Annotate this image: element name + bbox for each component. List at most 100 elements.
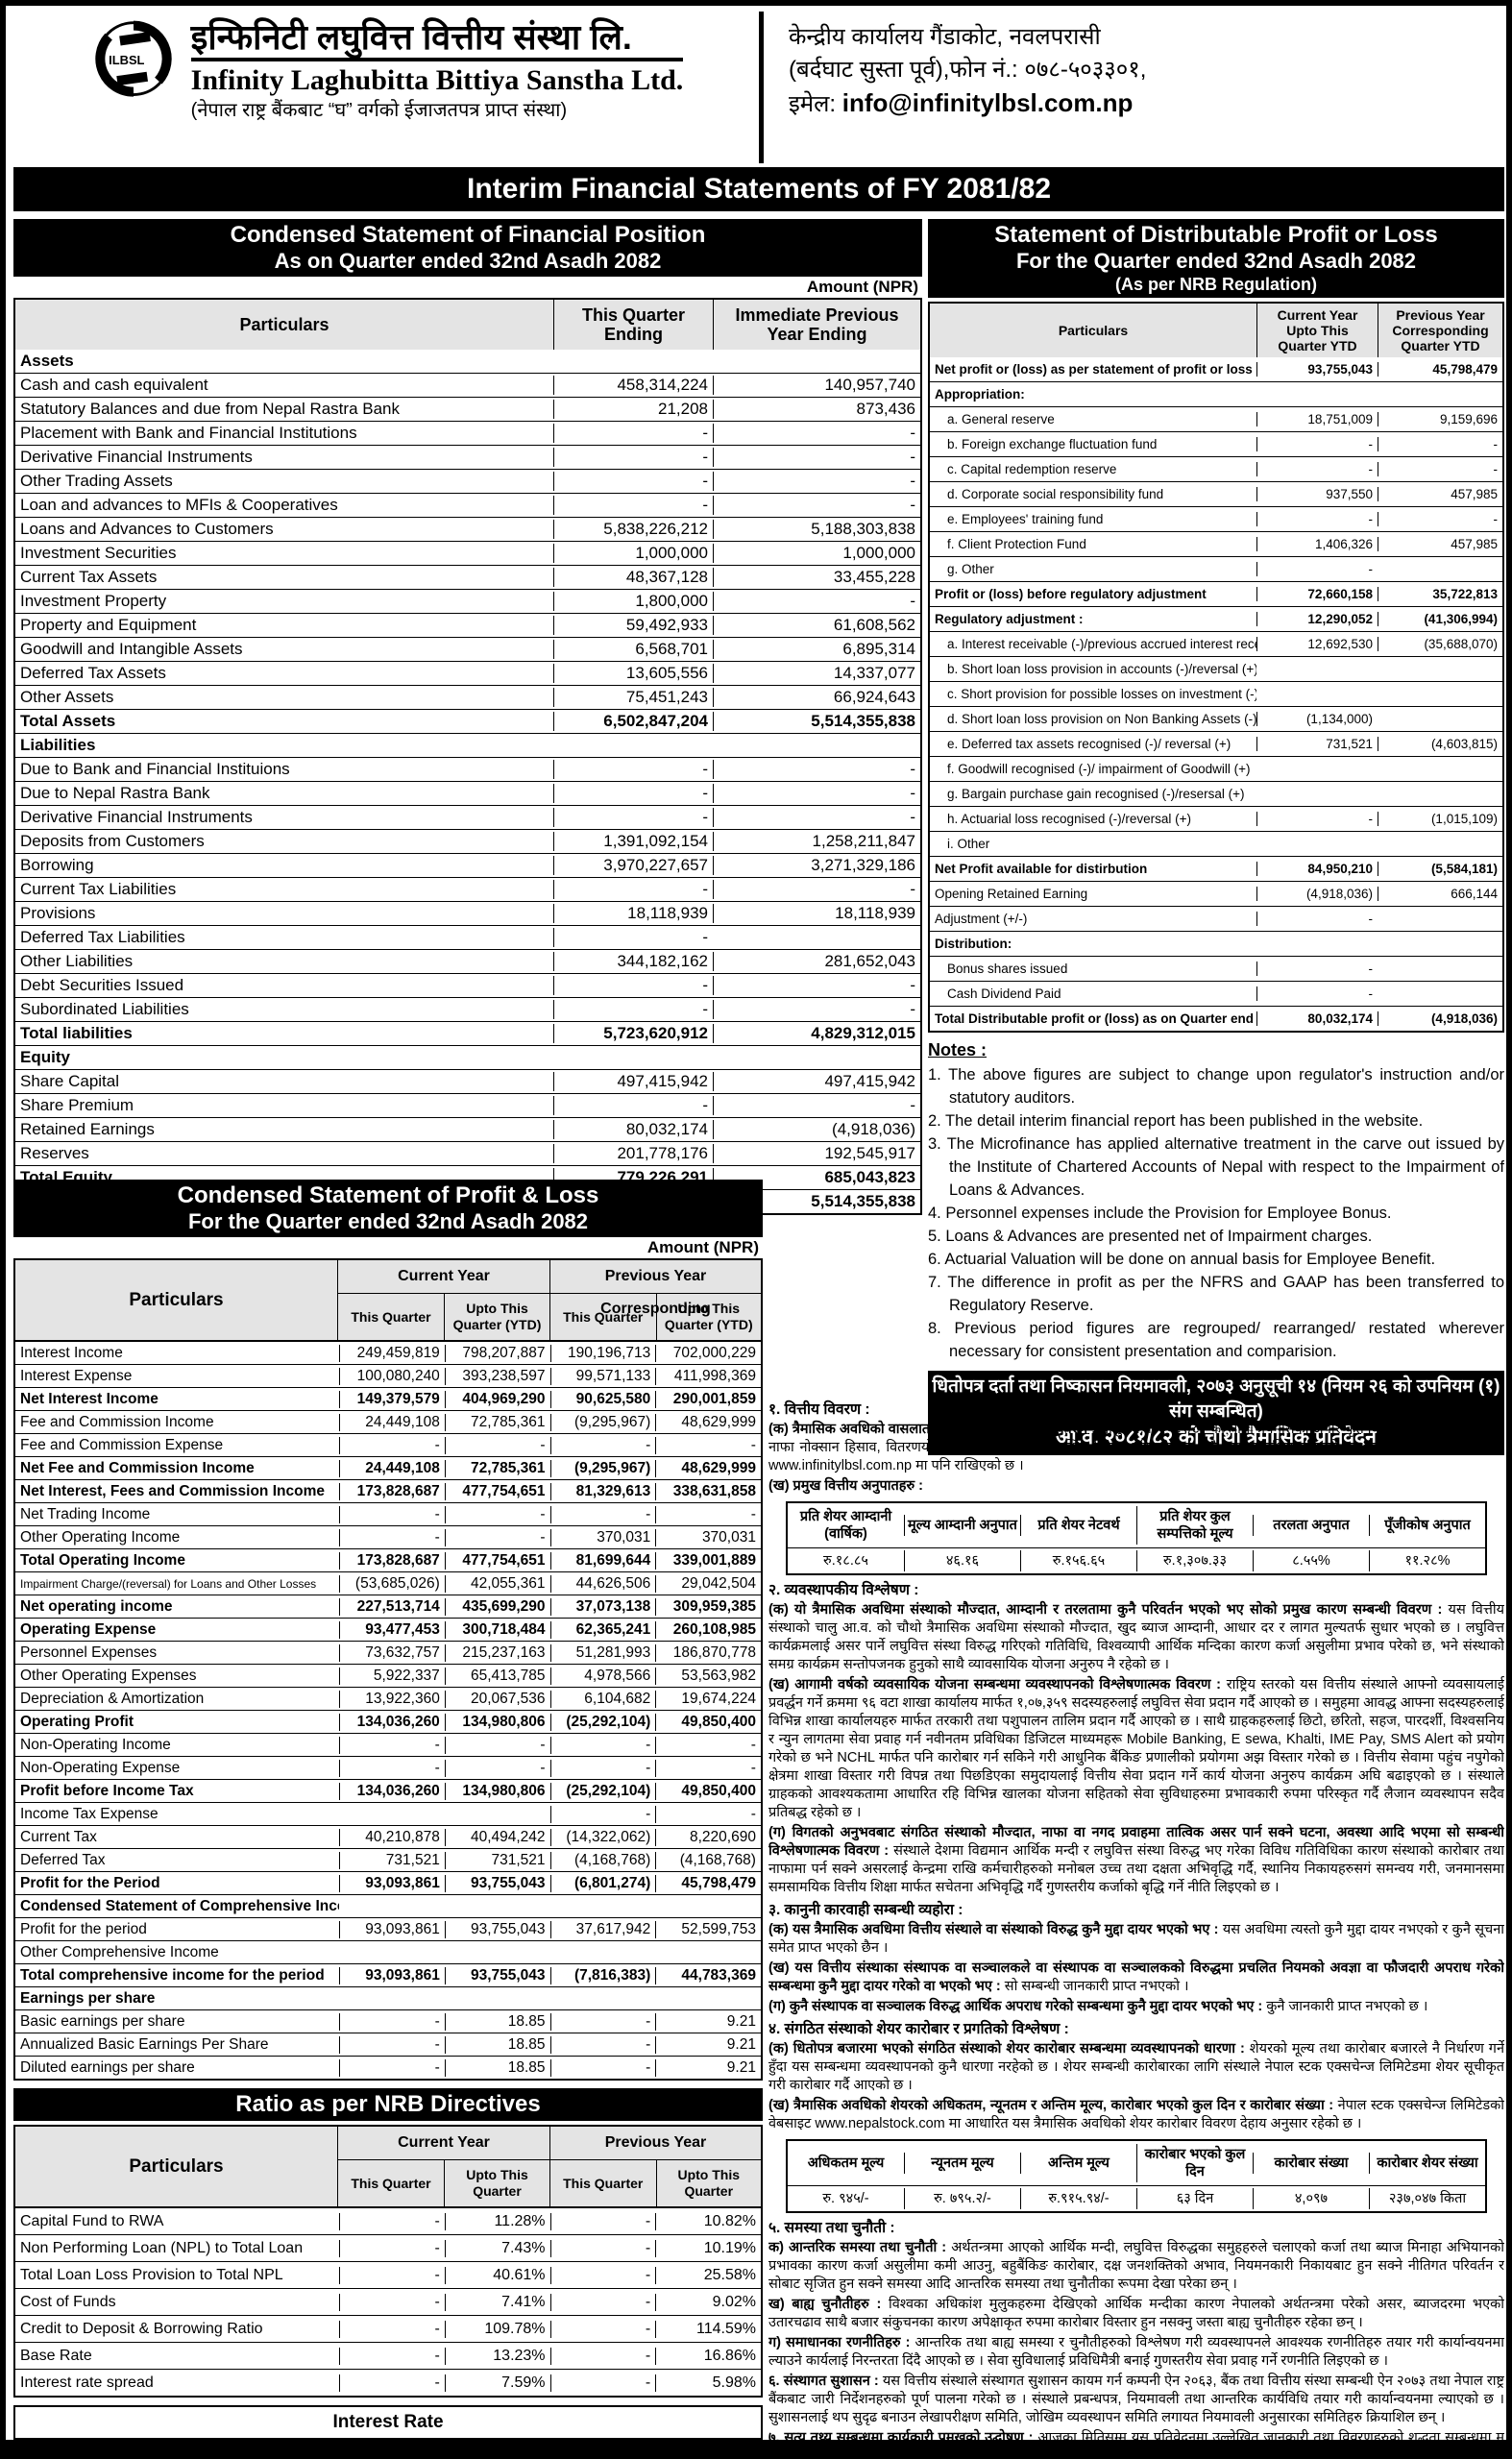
table-cell: - bbox=[713, 1096, 920, 1115]
table-row: f. Client Protection Fund 1,406,326 457,98… bbox=[930, 531, 1502, 556]
nepali-paragraph: (ग) विगतको अनुभवबाट संगठित संस्थाको मौज्… bbox=[768, 1825, 1504, 1895]
table-cell: - bbox=[655, 1736, 761, 1754]
table-row: h. Actuarial loss recognised (-)/reversa… bbox=[930, 806, 1502, 831]
table-cell: 19,674,224 bbox=[655, 1690, 761, 1708]
table-cell: Subordinated Liabilities bbox=[20, 1000, 189, 1018]
table-cell: Placement with Bank and Financial Instit… bbox=[20, 424, 357, 442]
table-cell: Diluted earnings per share bbox=[20, 2058, 195, 2076]
table-cell: Earnings per share bbox=[20, 1989, 156, 2007]
table-row: c. Capital redemption reserve - - bbox=[930, 456, 1502, 481]
table-cell: 66,924,643 bbox=[713, 688, 920, 707]
table-cell: 9.21 bbox=[655, 2058, 761, 2077]
table-cell: 40,494,242 bbox=[444, 1828, 550, 1846]
table-cell: e. Deferred tax assets recognised (-)/ r… bbox=[947, 737, 1232, 751]
table-row: Net Trading Income - - - - bbox=[15, 1502, 761, 1525]
profit-loss-section: Condensed Statement of Profit & Loss For… bbox=[13, 1180, 763, 2453]
table-cell: Other Trading Assets bbox=[20, 472, 173, 490]
table-cell: Net Trading Income bbox=[20, 1505, 151, 1522]
table-cell: a. General reserve bbox=[947, 412, 1055, 426]
table-cell: Condensed Statement of Comprehensive Inc… bbox=[20, 1897, 340, 1914]
banner-line2: आ.व. २०८१/८२ को चौथो त्रैमासिक प्रतिवेदन bbox=[1056, 1426, 1377, 1449]
table-row: Basic earnings per share -18.85-9.21 bbox=[15, 2009, 761, 2033]
table-row: Total comprehensive income for the perio… bbox=[15, 1963, 761, 1986]
nepali-paragraph: (ग) कुनै संस्थापक वा सञ्चालक विरुद्ध आर्… bbox=[768, 1999, 1428, 2014]
table-cell: 18,118,939 bbox=[713, 904, 920, 923]
table-cell: - bbox=[1256, 437, 1378, 451]
table-cell: - bbox=[713, 760, 920, 779]
table-cell: - bbox=[713, 880, 920, 899]
table-cell: कारोबार शेयर संख्या bbox=[1369, 2153, 1485, 2174]
table-cell: - bbox=[713, 472, 920, 491]
table-cell: Interest Expense bbox=[20, 1367, 133, 1384]
table-row: रु. ९४५/- रु. ७९५.२/- रु.९१५.९४/- ६३ दिन ४,०… bbox=[788, 2185, 1485, 2211]
table-cell: - bbox=[549, 2212, 656, 2230]
table-cell: f. Goodwill recognised (-)/ impairment o… bbox=[947, 762, 1251, 776]
table-cell: Adjustment (+/-) bbox=[935, 912, 1028, 926]
nepali-paragraph: ६. संस्थागत सुशासन : यस वित्तीय संस्थाले… bbox=[768, 2374, 1504, 2425]
table-cell: 49,850,400 bbox=[655, 1782, 761, 1800]
notes-section: Notes : 1. The above figures are subject… bbox=[928, 1038, 1504, 1363]
table-cell: - bbox=[713, 784, 920, 803]
table-cell: 84,950,210 bbox=[1256, 862, 1378, 876]
table-cell: 61,608,562 bbox=[713, 616, 920, 635]
table-cell: 435,699,290 bbox=[444, 1597, 550, 1616]
table-cell: Debt Securities Issued bbox=[20, 976, 184, 994]
table-row: Deferred Tax 731,521 731,521 (4,168,768) (4,… bbox=[15, 1848, 761, 1871]
table-cell: 18,118,939 bbox=[553, 904, 713, 923]
table-cell: अधिकतम मूल्य bbox=[807, 2155, 885, 2171]
table-row: Total liabilities 5,723,620,912 4,829,312,… bbox=[15, 1021, 920, 1045]
column-header: This Quarter bbox=[351, 1308, 431, 1325]
nepali-report-section: १. वित्तीय विवरण : (क) त्रैमासिक अवधिको … bbox=[768, 1397, 1504, 2440]
table-cell: 93,755,043 bbox=[1256, 362, 1378, 377]
statement-subtitle: For the Quarter ended 32nd Asadh 2082 bbox=[187, 1209, 589, 1233]
table-row: Cash and cash equivalent 458,314,224 140,9… bbox=[15, 373, 920, 397]
table-row: Net Interest Income 149,379,579 404,969,29… bbox=[15, 1387, 761, 1410]
table-cell: 44,783,369 bbox=[655, 1966, 761, 1984]
table-cell: 1,406,326 bbox=[1256, 537, 1378, 551]
table-cell: 393,238,597 bbox=[444, 1367, 550, 1385]
table-cell: 20,067,536 bbox=[444, 1690, 550, 1708]
table-cell: 300,718,484 bbox=[444, 1620, 550, 1639]
table-cell: 1,258,211,847 bbox=[713, 832, 920, 851]
section-heading: ३. कानुनी कारवाही सम्बन्धी व्यहोरा : bbox=[768, 1902, 963, 1918]
table-cell: 457,985 bbox=[1378, 537, 1502, 551]
note-item: 8. Previous period figures are regrouped… bbox=[928, 1320, 1504, 1360]
profit-loss-heading: Condensed Statement of Profit & Loss For… bbox=[13, 1180, 763, 1237]
table-cell: 93,755,043 bbox=[444, 1920, 550, 1938]
table-cell: - bbox=[339, 2212, 445, 2230]
table-row: Due to Bank and Financial Instituions - - bbox=[15, 757, 920, 781]
table-row: Net Interest, Fees and Commission Income… bbox=[15, 1479, 761, 1502]
table-cell: - bbox=[1378, 437, 1502, 451]
company-license-note: (नेपाल राष्ट्र बैंकबाट “घ” वर्गको ईजाजतप… bbox=[190, 100, 568, 121]
table-cell: - bbox=[339, 2293, 445, 2311]
table-cell: Total Assets bbox=[20, 712, 116, 730]
table-row: Fee and Commission Income 24,449,108 72,78… bbox=[15, 1410, 761, 1433]
table-cell: - bbox=[444, 1736, 550, 1754]
table-cell: Goodwill and Intangible Assets bbox=[20, 640, 243, 658]
table-cell: Deferred Tax bbox=[20, 1851, 106, 1868]
table-cell: ४६.१६ bbox=[904, 1550, 1020, 1571]
table-cell: Total Loan Loss Provision to Total NPL bbox=[20, 2266, 283, 2283]
interest-rate-title: Interest Rate bbox=[15, 2407, 761, 2440]
group-header: Previous Year Corresponding bbox=[550, 1260, 761, 1317]
nepali-paragraph: ग) समाधानका रणनीतिहरु : आन्तरिक तथा बाह्… bbox=[768, 2335, 1504, 2369]
table-cell: - bbox=[339, 1436, 445, 1454]
table-cell: Assets bbox=[20, 352, 74, 370]
table-cell: - bbox=[339, 2239, 445, 2257]
current-year-group: Current Year This Quarter Upto This Quar… bbox=[338, 2127, 549, 2206]
table-cell: 13,922,360 bbox=[339, 1690, 445, 1708]
table-cell: 3,271,329,186 bbox=[713, 856, 920, 875]
table-cell: 227,513,714 bbox=[339, 1597, 445, 1616]
table-cell: Equity bbox=[20, 1048, 70, 1066]
table-cell: 937,550 bbox=[1256, 487, 1378, 501]
table-row: a. General reserve 18,751,009 9,159,696 bbox=[930, 406, 1502, 431]
table-cell: 40,210,878 bbox=[339, 1828, 445, 1846]
table-cell: - bbox=[444, 1436, 550, 1454]
table-cell: 13,605,556 bbox=[553, 664, 713, 683]
table-cell: Other Operating Expenses bbox=[20, 1667, 197, 1684]
table-cell: Cost of Funds bbox=[20, 2293, 116, 2310]
table-cell: - bbox=[549, 1505, 656, 1523]
table-cell: 42,055,361 bbox=[444, 1574, 550, 1593]
table-cell: 290,001,859 bbox=[655, 1390, 761, 1408]
table-cell: 5,514,355,838 bbox=[713, 712, 920, 731]
